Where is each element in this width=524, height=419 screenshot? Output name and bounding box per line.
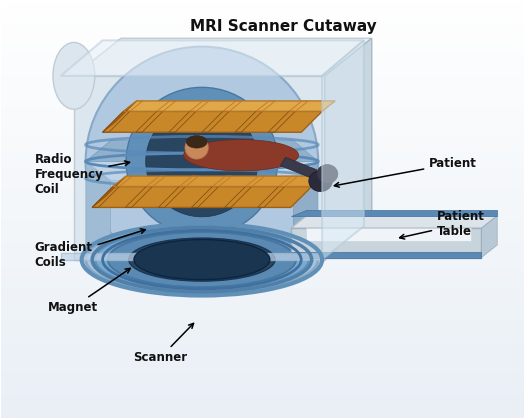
Polygon shape bbox=[293, 161, 318, 278]
Text: Scanner: Scanner bbox=[133, 323, 193, 364]
Ellipse shape bbox=[85, 225, 318, 294]
Text: MRI Scanner Cutaway: MRI Scanner Cutaway bbox=[190, 20, 376, 34]
Ellipse shape bbox=[108, 232, 296, 287]
Polygon shape bbox=[325, 38, 372, 260]
Polygon shape bbox=[92, 176, 126, 207]
Polygon shape bbox=[86, 161, 111, 278]
Ellipse shape bbox=[309, 171, 332, 191]
Ellipse shape bbox=[129, 238, 275, 281]
Polygon shape bbox=[291, 216, 497, 228]
Polygon shape bbox=[291, 210, 497, 216]
Polygon shape bbox=[74, 38, 372, 76]
Polygon shape bbox=[482, 216, 497, 258]
Ellipse shape bbox=[85, 47, 318, 276]
Polygon shape bbox=[103, 111, 322, 132]
Ellipse shape bbox=[95, 228, 309, 291]
Ellipse shape bbox=[317, 165, 338, 184]
Ellipse shape bbox=[183, 140, 299, 171]
Polygon shape bbox=[61, 253, 322, 260]
Polygon shape bbox=[74, 76, 325, 260]
Polygon shape bbox=[86, 141, 318, 161]
Polygon shape bbox=[86, 161, 318, 180]
Text: Patient
Table: Patient Table bbox=[400, 210, 485, 239]
Ellipse shape bbox=[53, 42, 95, 109]
Text: Magnet: Magnet bbox=[48, 269, 130, 314]
Polygon shape bbox=[103, 101, 137, 132]
Polygon shape bbox=[291, 228, 482, 258]
Ellipse shape bbox=[186, 136, 207, 148]
Polygon shape bbox=[307, 228, 471, 241]
Text: Radio
Frequency
Coil: Radio Frequency Coil bbox=[35, 153, 129, 196]
Polygon shape bbox=[92, 186, 312, 207]
Text: Patient: Patient bbox=[334, 157, 477, 187]
Polygon shape bbox=[280, 157, 317, 178]
Polygon shape bbox=[124, 101, 335, 111]
Ellipse shape bbox=[126, 87, 278, 235]
Ellipse shape bbox=[185, 136, 209, 159]
Ellipse shape bbox=[146, 106, 258, 217]
Polygon shape bbox=[61, 40, 364, 76]
Polygon shape bbox=[322, 40, 364, 260]
Ellipse shape bbox=[134, 240, 270, 279]
Polygon shape bbox=[113, 176, 325, 186]
Polygon shape bbox=[291, 252, 482, 258]
Text: Gradient
Coils: Gradient Coils bbox=[35, 229, 145, 269]
